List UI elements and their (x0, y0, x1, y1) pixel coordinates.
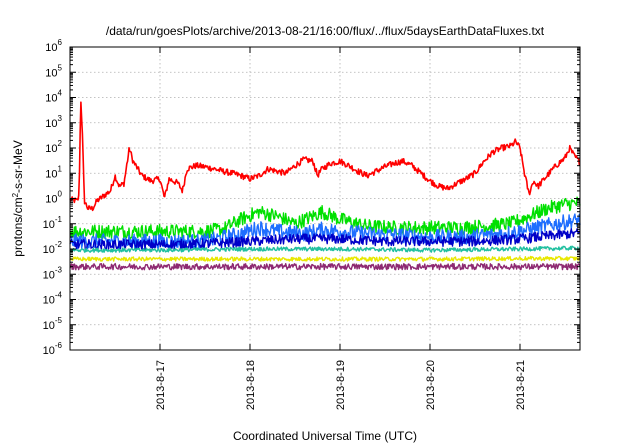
y-tick-label: 10-4 (43, 291, 63, 307)
y-tick-label: 10-1 (43, 215, 63, 231)
grid-layer (70, 47, 580, 350)
series-line-3 (69, 228, 581, 251)
x-tick-label: 2013-8-20 (425, 360, 437, 410)
y-axis-label: protons/cm2-s-sr-MeV (11, 140, 26, 256)
y-tick-label: 10-3 (43, 265, 63, 281)
y-tick-label: 100 (45, 190, 62, 206)
x-tick-label: 2013-8-19 (335, 360, 347, 410)
y-tick-label: 104 (45, 89, 62, 105)
y-tick-label: 106 (45, 38, 62, 54)
y-axis-label-main: protons/cm (11, 197, 25, 256)
tick-layer: 106 105 104 103 102 101 100 10-1 10-2 10-3 10-4 10-… (43, 38, 580, 410)
y-axis-label-rest: -s-sr-MeV (11, 140, 25, 193)
y-tick-label: 103 (45, 114, 62, 130)
y-axis-label-sup: 2 (11, 192, 20, 197)
series-layer (69, 101, 581, 271)
y-tick-label: 10-2 (43, 240, 63, 256)
chart-title: /data/run/goesPlots/archive/2013-08-21/1… (106, 24, 545, 38)
x-tick-label: 2013-8-17 (155, 360, 167, 410)
y-tick-label: 101 (45, 164, 62, 180)
y-tick-label: 102 (45, 139, 62, 155)
series-line-5 (69, 255, 581, 262)
series-line-6 (69, 262, 581, 271)
x-axis-label: Coordinated Universal Time (UTC) (233, 429, 417, 443)
y-tick-label: 10-5 (43, 316, 63, 332)
y-tick-label: 10-6 (43, 341, 63, 357)
y-tick-label: 105 (45, 63, 62, 79)
series-line-1 (69, 196, 581, 240)
x-tick-label: 2013-8-18 (245, 360, 257, 410)
series-line-0 (69, 101, 581, 212)
x-tick-label: 2013-8-21 (515, 360, 527, 410)
series-line-4 (69, 245, 581, 253)
